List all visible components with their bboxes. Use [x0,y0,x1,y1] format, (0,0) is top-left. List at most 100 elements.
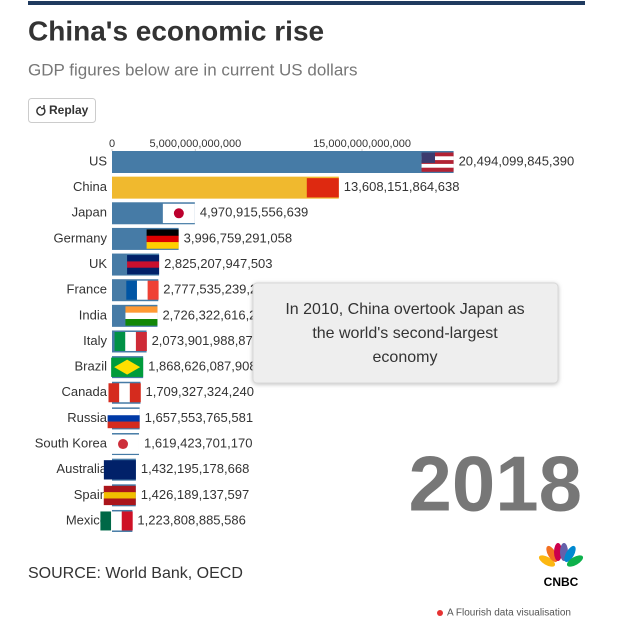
flag-stripe [127,261,160,269]
logo-feather [538,555,556,567]
flag-stripe [146,229,179,237]
value-label: 13,608,151,864,638 [344,179,460,194]
y-tick-label: Brazil [74,359,107,374]
flag-stripe [421,156,454,161]
flag-stripe [121,511,133,531]
y-tick-label: US [89,153,107,168]
flag [111,357,144,377]
flag-stripe [107,415,140,422]
flag-stripe [103,485,136,493]
flag [421,152,454,172]
credit-text[interactable]: A Flourish data visualisation [447,608,571,618]
value-label: 1,657,553,765,581 [145,410,253,425]
y-tick-label: Australia [56,461,107,476]
flag-stripe [103,492,136,499]
source: SOURCE: World Bank, OECD [28,565,243,582]
replay-box[interactable] [28,98,96,123]
flag-stripe [129,383,141,403]
flag-emblem [114,359,141,375]
flag-emblem [117,439,128,450]
value-label: 2,726,322,616,219 [162,307,270,322]
chart-title: China's economic rise [28,15,324,46]
replay-label[interactable]: Replay [49,103,89,117]
y-tick-label: South Korea [35,435,108,450]
y-tick-label: Spain [74,487,107,502]
logo-feather [554,543,562,561]
replay-icon[interactable] [36,105,46,116]
annotation: In 2010, China overtook Japan as the wor… [252,282,559,384]
credit[interactable]: A Flourish data visualisation [437,608,571,618]
value-label: 1,223,808,885,586 [137,512,245,527]
flag-stripe [111,511,123,531]
flag [103,485,136,506]
cnbc-logo: CNBC [538,543,584,589]
flag [146,229,179,249]
annotation-line: the world's second-largest [312,325,498,342]
x-tick-label: 0 [109,138,115,150]
value-label: 2,073,901,988,878 [152,333,260,348]
flag [126,280,159,300]
value-label: 1,709,327,324,240 [145,384,253,399]
year-label: 2018 [408,440,582,528]
flag-stripe [107,408,140,416]
flag-stripe [421,160,454,165]
flag-stripe [146,242,179,249]
value-label: 2,777,535,239,217 [163,282,271,297]
flag [107,408,140,429]
y-tick-label: France [67,282,107,297]
y-tick-label: Italy [83,333,107,348]
flag [114,331,147,351]
annotation-line: economy [373,349,438,366]
flag-stripe [306,178,339,198]
logo-feather [546,545,558,563]
value-label: 1,868,626,087,908 [148,359,256,374]
flag [108,383,141,403]
flag [127,255,160,275]
y-tick-label: Canada [61,384,107,399]
y-tick-label: India [79,307,108,322]
value-label: 3,996,759,291,058 [184,230,292,245]
value-label: 4,970,915,556,639 [200,205,308,220]
flag-emblem [173,208,184,219]
flag-stripe [107,421,140,429]
flag-stripe [126,280,138,300]
flag [162,203,195,224]
flag-stripe [125,306,158,313]
y-tick-label: China [73,179,108,194]
flag-stripe [421,152,454,157]
flag-stripe [103,498,136,506]
flag-stripe [103,460,136,480]
flag-stripe [146,235,179,243]
value-label: 1,426,189,137,597 [141,487,249,502]
flag-stripe [125,319,158,326]
flag-stripe [119,383,131,403]
chart-subtitle: GDP figures below are in current US doll… [28,60,357,79]
bar [112,151,454,173]
flag-emblem [421,152,436,163]
logo-feather [564,545,576,563]
value-label: 1,432,195,178,668 [141,461,249,476]
flag [125,306,158,326]
flag-stripe [114,331,126,351]
y-tick-label: Japan [72,205,107,220]
flag-stripe [147,280,159,300]
flag-stripe [135,331,147,351]
replay-button[interactable]: Replay [28,98,96,123]
credit-icon[interactable] [437,610,443,616]
bar [112,176,339,199]
logo-feather [566,555,584,567]
value-label: 20,494,099,845,390 [459,153,575,168]
x-tick-label: 5,000,000,000,000 [149,138,241,150]
y-tick-label: Russia [67,410,108,425]
flag-stripe [127,255,160,262]
annotation-box [252,282,559,384]
logo-text: CNBC [544,575,579,589]
value-label: 1,619,423,701,170 [144,435,252,450]
top-rule [28,1,585,5]
y-tick-label: UK [89,256,107,271]
flag-stripe [125,312,158,320]
flag-stripe [125,331,137,351]
plot: 0 5,000,000,000,000 15,000,000,000,000 US 20… [35,138,575,532]
flag [106,434,139,454]
